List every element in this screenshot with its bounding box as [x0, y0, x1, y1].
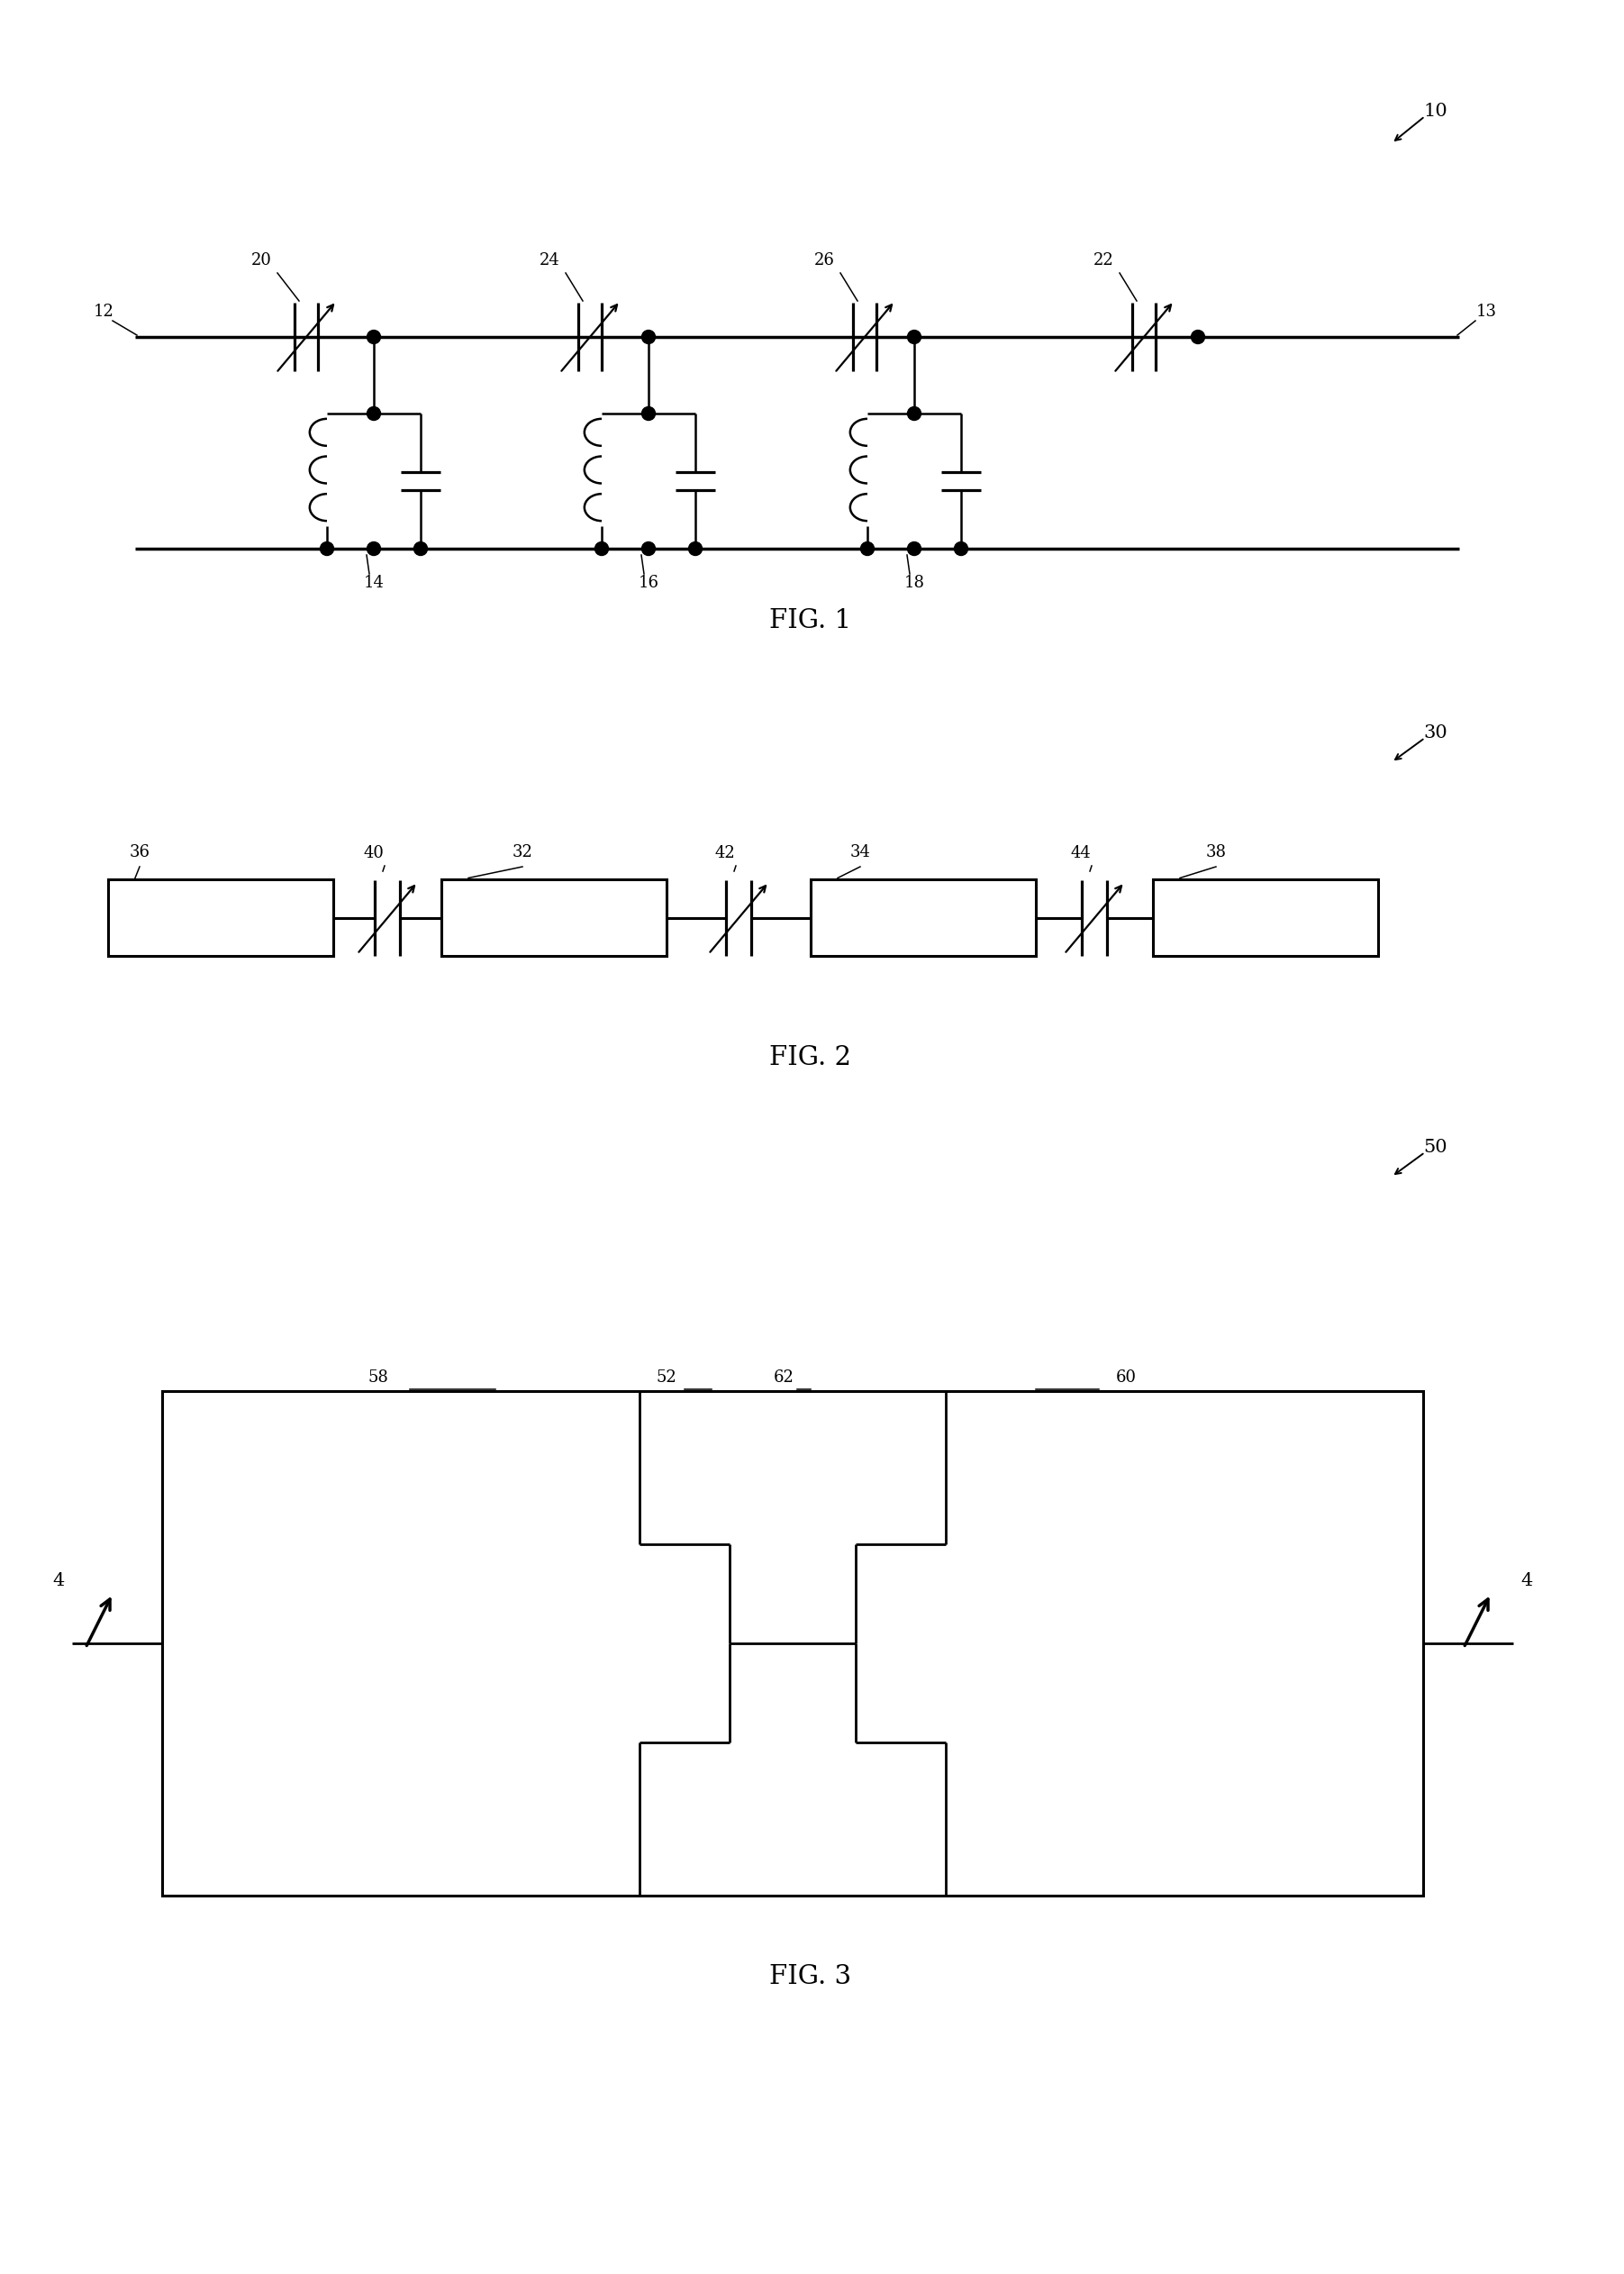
Text: 34: 34	[849, 844, 870, 860]
Bar	[1153, 880, 1379, 957]
Circle shape	[908, 330, 921, 343]
Text: 36: 36	[130, 844, 149, 860]
Circle shape	[367, 330, 380, 343]
Bar	[442, 880, 666, 957]
Circle shape	[641, 407, 654, 421]
Text: 14: 14	[364, 575, 385, 591]
Text: FIG. 2: FIG. 2	[770, 1046, 851, 1071]
Bar	[810, 880, 1036, 957]
Text: 62: 62	[773, 1369, 794, 1385]
Circle shape	[367, 541, 380, 555]
Text: 52: 52	[656, 1369, 677, 1385]
Text: 13: 13	[1476, 305, 1497, 321]
Text: 16: 16	[638, 575, 659, 591]
Text: 40: 40	[364, 846, 385, 862]
Text: 42: 42	[715, 846, 736, 862]
Circle shape	[955, 541, 968, 555]
Text: 60: 60	[1116, 1369, 1137, 1385]
Text: 30: 30	[1423, 725, 1447, 741]
Circle shape	[414, 541, 427, 555]
Text: 44: 44	[1070, 846, 1091, 862]
Text: 4: 4	[1520, 1571, 1533, 1590]
Bar	[162, 1392, 1423, 1897]
Text: 58: 58	[369, 1369, 388, 1385]
Text: 50: 50	[1423, 1139, 1447, 1157]
Circle shape	[1190, 330, 1205, 343]
Bar	[109, 880, 333, 957]
Text: FIG. 1: FIG. 1	[770, 607, 851, 634]
Text: 38: 38	[1205, 844, 1226, 860]
Circle shape	[641, 330, 654, 343]
Text: 4: 4	[52, 1571, 65, 1590]
Text: 32: 32	[512, 844, 533, 860]
Text: 20: 20	[250, 252, 271, 268]
Circle shape	[689, 541, 702, 555]
Circle shape	[908, 407, 921, 421]
Text: 12: 12	[93, 305, 114, 321]
Circle shape	[367, 407, 380, 421]
Text: 26: 26	[814, 252, 835, 268]
Text: 22: 22	[1093, 252, 1114, 268]
Circle shape	[861, 541, 874, 555]
Circle shape	[320, 541, 333, 555]
Text: FIG. 3: FIG. 3	[770, 1965, 851, 1990]
Text: 24: 24	[539, 252, 560, 268]
Text: 10: 10	[1423, 102, 1447, 121]
Circle shape	[908, 541, 921, 555]
Circle shape	[641, 541, 654, 555]
Text: 18: 18	[905, 575, 924, 591]
Circle shape	[594, 541, 609, 555]
